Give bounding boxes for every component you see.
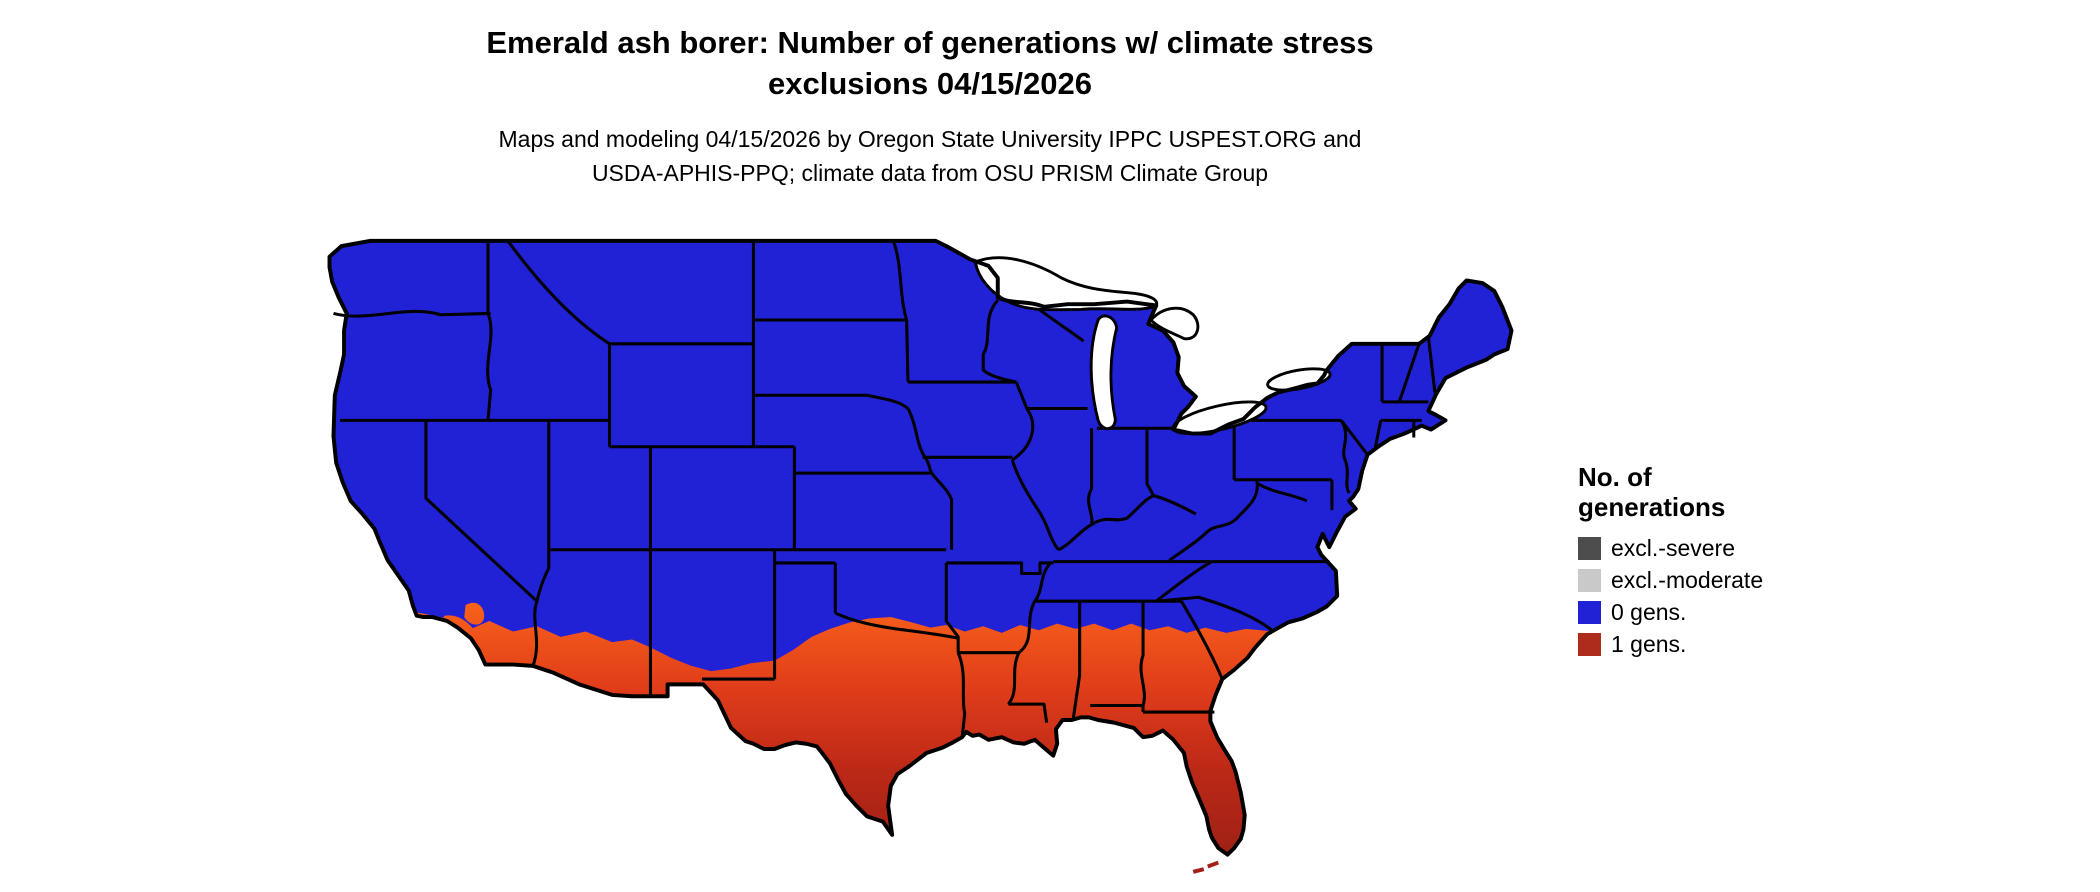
- lake-huron: [1148, 306, 1200, 341]
- map-subtitle-line2: USDA-APHIS-PPQ; climate data from OSU PR…: [591, 160, 1269, 186]
- state-borders-midwest: [981, 299, 1197, 552]
- legend-swatch-excl-moderate: [1578, 568, 1601, 592]
- zero-generations-region: [329, 240, 1512, 855]
- legend-swatch-1-gens: [1578, 632, 1601, 656]
- us-outline: [327, 238, 1514, 857]
- one-generation-region-group: [367, 602, 1306, 855]
- map-subtitle: Maps and modeling 04/15/2026 by Oregon S…: [0, 122, 1860, 190]
- legend-item-1-gens: 1 gens.: [1578, 630, 1878, 658]
- legend-label-excl-severe: excl.-severe: [1611, 534, 1735, 561]
- map-title-line1: Emerald ash borer: Number of generations…: [486, 25, 1374, 60]
- legend-item-excl-moderate: excl.-moderate: [1578, 566, 1878, 594]
- legend-item-0-gens: 0 gens.: [1578, 598, 1878, 626]
- map-title-line2: exclusions 04/15/2026: [767, 66, 1092, 101]
- state-borders-west: [333, 239, 947, 697]
- florida-keys: [1192, 860, 1220, 874]
- us-map-svg: [327, 238, 1514, 874]
- legend-item-excl-severe: excl.-severe: [1578, 534, 1878, 562]
- legend: No. of generations excl.-severe excl.-mo…: [1578, 462, 1878, 662]
- lake-michigan: [1089, 314, 1119, 431]
- legend-title-line2: generations: [1578, 492, 1726, 522]
- legend-swatch-0-gens: [1578, 600, 1601, 624]
- state-borders-plains: [701, 240, 1054, 738]
- legend-items: excl.-severe excl.-moderate 0 gens. 1 ge…: [1578, 534, 1878, 658]
- legend-title-line1: No. of: [1578, 462, 1652, 492]
- legend-label-1-gens: 1 gens.: [1611, 630, 1687, 657]
- legend-label-excl-moderate: excl.-moderate: [1611, 566, 1764, 593]
- state-borders-south: [1007, 560, 1330, 723]
- socal-valley-patch: [464, 602, 485, 625]
- map-title: Emerald ash borer: Number of generations…: [0, 22, 1860, 104]
- us-generations-map: [315, 225, 1530, 885]
- legend-swatch-excl-severe: [1578, 536, 1601, 560]
- one-generation-region: [367, 605, 1306, 855]
- map-subtitle-line1: Maps and modeling 04/15/2026 by Oregon S…: [498, 126, 1362, 152]
- legend-label-0-gens: 0 gens.: [1611, 598, 1687, 625]
